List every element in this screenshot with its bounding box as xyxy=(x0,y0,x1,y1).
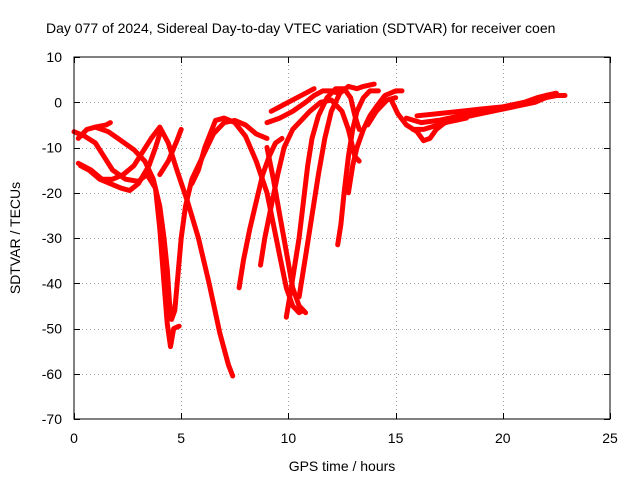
y-tick-label: -50 xyxy=(42,321,62,337)
series-track-1 xyxy=(71,129,182,350)
x-tick-label: 0 xyxy=(70,430,78,446)
x-tick-label: 10 xyxy=(281,430,297,446)
series-track-16 xyxy=(345,88,405,196)
x-tick-label: 5 xyxy=(177,430,185,446)
series-track-11 xyxy=(268,86,317,114)
y-tick-label: -10 xyxy=(42,140,62,156)
y-tick-label: 0 xyxy=(54,94,62,110)
x-axis-label: GPS time / hours xyxy=(289,458,396,474)
y-tick-label: -30 xyxy=(42,230,62,246)
y-tick-label: -60 xyxy=(42,366,62,382)
y-tick-label: -40 xyxy=(42,275,62,291)
series-layer xyxy=(71,81,568,379)
chart-title: Day 077 of 2024, Sidereal Day-to-day VTE… xyxy=(46,20,555,36)
x-tick-label: 15 xyxy=(388,430,404,446)
x-tick-label: 20 xyxy=(495,430,511,446)
y-tick-label: -70 xyxy=(42,411,62,427)
series-track-21 xyxy=(414,90,559,119)
series-track-10 xyxy=(264,88,341,126)
y-tick-label: 10 xyxy=(46,49,62,65)
y-axis-label: SDTVAR / TECUs xyxy=(7,182,23,294)
y-tick-label: -20 xyxy=(42,185,62,201)
series-track-6 xyxy=(157,126,184,178)
series-track-3 xyxy=(77,131,163,193)
series-track-8 xyxy=(236,135,285,291)
x-tick-label: 25 xyxy=(602,430,618,446)
series-track-9 xyxy=(258,97,362,268)
series-track-2 xyxy=(75,124,236,379)
tick-layer: 0 5 10 15 20 25 10 0 -10 -20 -30 -40 -50 -60 -70 xyxy=(42,49,618,446)
series-track-15 xyxy=(335,88,381,248)
series-track-12 xyxy=(264,145,309,316)
series-track-13 xyxy=(283,86,362,320)
series-track-14 xyxy=(296,81,377,300)
